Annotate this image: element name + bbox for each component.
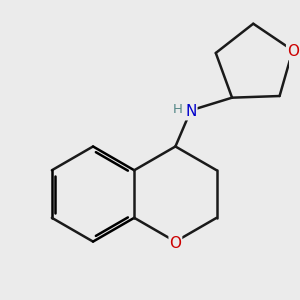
- Text: O: O: [287, 44, 299, 59]
- Text: O: O: [169, 236, 181, 250]
- Text: O: O: [169, 236, 181, 250]
- Text: H: H: [173, 103, 183, 116]
- Text: N: N: [185, 104, 196, 119]
